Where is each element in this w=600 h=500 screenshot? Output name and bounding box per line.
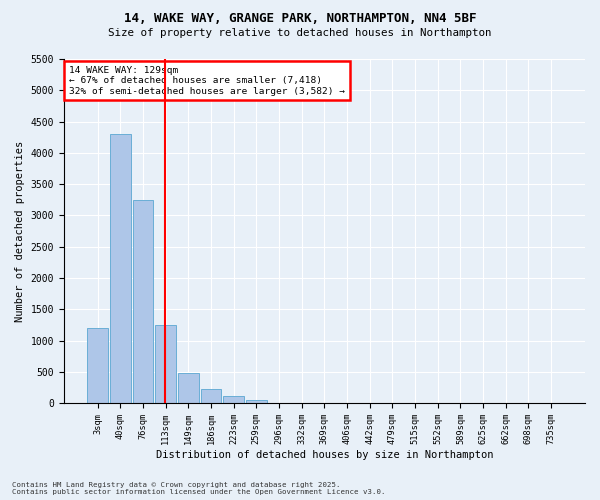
Bar [155,325,176,403]
Text: Size of property relative to detached houses in Northampton: Size of property relative to detached ho… [108,28,492,38]
Bar [201,389,221,403]
Bar [246,400,266,403]
Bar [110,134,131,403]
X-axis label: Distribution of detached houses by size in Northampton: Distribution of detached houses by size … [155,450,493,460]
Text: Contains HM Land Registry data © Crown copyright and database right 2025.
Contai: Contains HM Land Registry data © Crown c… [12,482,386,495]
Bar [133,200,153,403]
Bar [178,372,199,403]
Text: 14, WAKE WAY, GRANGE PARK, NORTHAMPTON, NN4 5BF: 14, WAKE WAY, GRANGE PARK, NORTHAMPTON, … [124,12,476,26]
Text: 14 WAKE WAY: 129sqm
← 67% of detached houses are smaller (7,418)
32% of semi-det: 14 WAKE WAY: 129sqm ← 67% of detached ho… [69,66,345,96]
Y-axis label: Number of detached properties: Number of detached properties [15,140,25,322]
Bar [223,396,244,403]
Bar [88,328,108,403]
